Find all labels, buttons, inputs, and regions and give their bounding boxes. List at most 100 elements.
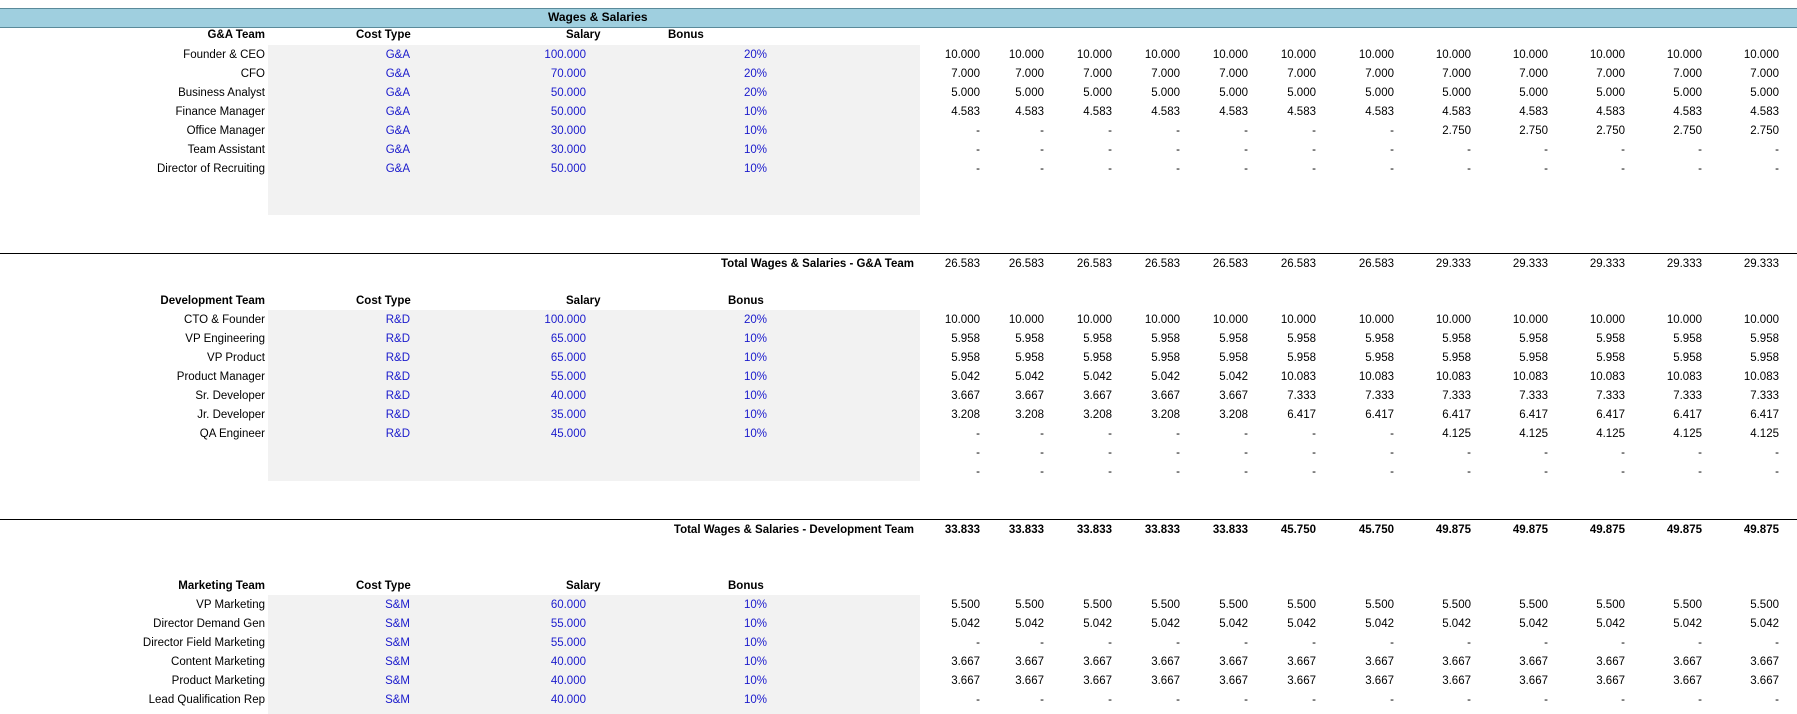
bonus-cell[interactable]: 10% xyxy=(743,599,767,611)
monthly-value: - xyxy=(1176,637,1180,649)
monthly-value: - xyxy=(1108,694,1112,706)
monthly-value: 10.000 xyxy=(1144,314,1180,326)
salary-cell[interactable]: 30.000 xyxy=(550,125,586,137)
bonus-cell[interactable]: 10% xyxy=(743,637,767,649)
bonus-cell[interactable]: 20% xyxy=(743,49,767,61)
monthly-value: 10.000 xyxy=(1008,314,1044,326)
salary-cell[interactable]: 55.000 xyxy=(550,637,586,649)
monthly-value: - xyxy=(976,163,980,175)
bonus-cell[interactable]: 10% xyxy=(743,125,767,137)
cost-type-cell[interactable]: G&A xyxy=(385,106,410,118)
monthly-value: 3.667 xyxy=(1519,675,1548,687)
salary-cell[interactable]: 50.000 xyxy=(550,163,586,175)
employee-name: Content Marketing xyxy=(171,656,265,668)
total-value: 49.875 xyxy=(1743,524,1779,536)
cost-type-cell[interactable]: S&M xyxy=(385,599,410,611)
monthly-value: 5.958 xyxy=(1673,352,1702,364)
monthly-value: - xyxy=(1544,447,1548,459)
bonus-cell[interactable]: 10% xyxy=(743,390,767,402)
monthly-value: 5.000 xyxy=(1015,87,1044,99)
salary-cell[interactable]: 50.000 xyxy=(550,106,586,118)
bonus-cell[interactable]: 20% xyxy=(743,314,767,326)
salary-cell[interactable]: 70.000 xyxy=(550,68,586,80)
bonus-cell[interactable]: 10% xyxy=(743,675,767,687)
monthly-value: 6.417 xyxy=(1365,409,1394,421)
salary-cell[interactable]: 60.000 xyxy=(550,599,586,611)
monthly-value: 6.417 xyxy=(1750,409,1779,421)
salary-cell[interactable]: 45.000 xyxy=(550,428,586,440)
salary-cell[interactable]: 65.000 xyxy=(550,333,586,345)
monthly-value: 3.667 xyxy=(1750,675,1779,687)
monthly-value: - xyxy=(1312,637,1316,649)
cost-type-cell[interactable]: G&A xyxy=(385,144,410,156)
monthly-value: 3.667 xyxy=(1287,656,1316,668)
monthly-value: 5.958 xyxy=(1442,333,1471,345)
monthly-value: 10.000 xyxy=(1212,49,1248,61)
section-divider xyxy=(0,253,1797,254)
cost-type-cell[interactable]: R&D xyxy=(385,314,410,326)
bonus-cell[interactable]: 10% xyxy=(743,333,767,345)
salary-cell[interactable]: 40.000 xyxy=(550,656,586,668)
cost-type-cell[interactable]: G&A xyxy=(385,125,410,137)
cost-type-cell[interactable]: R&D xyxy=(385,333,410,345)
monthly-value: 2.750 xyxy=(1673,125,1702,137)
cost-type-cell[interactable]: S&M xyxy=(385,637,410,649)
monthly-value: 10.000 xyxy=(1743,314,1779,326)
monthly-value: 5.042 xyxy=(1750,618,1779,630)
monthly-value: 7.000 xyxy=(1219,68,1248,80)
monthly-value: 10.000 xyxy=(1280,49,1316,61)
salary-cell[interactable]: 35.000 xyxy=(550,409,586,421)
monthly-value: 4.583 xyxy=(1083,106,1112,118)
monthly-value: 3.667 xyxy=(1015,675,1044,687)
salary-cell[interactable]: 55.000 xyxy=(550,371,586,383)
bonus-cell[interactable]: 10% xyxy=(743,694,767,706)
bonus-cell[interactable]: 10% xyxy=(743,618,767,630)
total-value: 33.833 xyxy=(1144,524,1180,536)
monthly-value: - xyxy=(976,447,980,459)
bonus-cell[interactable]: 10% xyxy=(743,106,767,118)
monthly-value: 4.583 xyxy=(1596,106,1625,118)
cost-type-cell[interactable]: G&A xyxy=(385,49,410,61)
cost-type-cell[interactable]: S&M xyxy=(385,656,410,668)
monthly-value: 3.667 xyxy=(1673,675,1702,687)
cost-type-cell[interactable]: G&A xyxy=(385,68,410,80)
salary-cell[interactable]: 40.000 xyxy=(550,390,586,402)
bonus-cell[interactable]: 10% xyxy=(743,656,767,668)
monthly-value: 3.667 xyxy=(951,656,980,668)
cost-type-cell[interactable]: S&M xyxy=(385,618,410,630)
cost-type-cell[interactable]: R&D xyxy=(385,409,410,421)
cost-type-cell[interactable]: G&A xyxy=(385,87,410,99)
monthly-value: 5.958 xyxy=(1596,352,1625,364)
salary-cell[interactable]: 40.000 xyxy=(550,694,586,706)
bonus-cell[interactable]: 10% xyxy=(743,163,767,175)
salary-cell[interactable]: 55.000 xyxy=(550,618,586,630)
salary-cell[interactable]: 65.000 xyxy=(550,352,586,364)
bonus-cell[interactable]: 20% xyxy=(743,68,767,80)
monthly-value: - xyxy=(1390,163,1394,175)
monthly-value: - xyxy=(1390,125,1394,137)
cost-type-cell[interactable]: S&M xyxy=(385,694,410,706)
salary-cell[interactable]: 40.000 xyxy=(550,675,586,687)
bonus-cell[interactable]: 20% xyxy=(743,87,767,99)
salary-cell[interactable]: 30.000 xyxy=(550,144,586,156)
cost-type-cell[interactable]: R&D xyxy=(385,390,410,402)
monthly-value: - xyxy=(1467,447,1471,459)
monthly-value: 5.000 xyxy=(1673,87,1702,99)
cost-type-cell[interactable]: S&M xyxy=(385,675,410,687)
bonus-cell[interactable]: 10% xyxy=(743,371,767,383)
cost-type-cell[interactable]: R&D xyxy=(385,352,410,364)
cost-type-cell[interactable]: G&A xyxy=(385,163,410,175)
monthly-value: 5.958 xyxy=(1083,352,1112,364)
bonus-cell[interactable]: 10% xyxy=(743,428,767,440)
bonus-cell[interactable]: 10% xyxy=(743,352,767,364)
salary-cell[interactable]: 100.000 xyxy=(544,314,586,326)
cost-type-cell[interactable]: R&D xyxy=(385,371,410,383)
cost-type-cell[interactable]: R&D xyxy=(385,428,410,440)
salary-cell[interactable]: 50.000 xyxy=(550,87,586,99)
monthly-value: - xyxy=(1108,637,1112,649)
employee-name: Office Manager xyxy=(186,125,265,137)
bonus-cell[interactable]: 10% xyxy=(743,409,767,421)
salary-cell[interactable]: 100.000 xyxy=(544,49,586,61)
bonus-cell[interactable]: 10% xyxy=(743,144,767,156)
monthly-value: 5.042 xyxy=(951,618,980,630)
